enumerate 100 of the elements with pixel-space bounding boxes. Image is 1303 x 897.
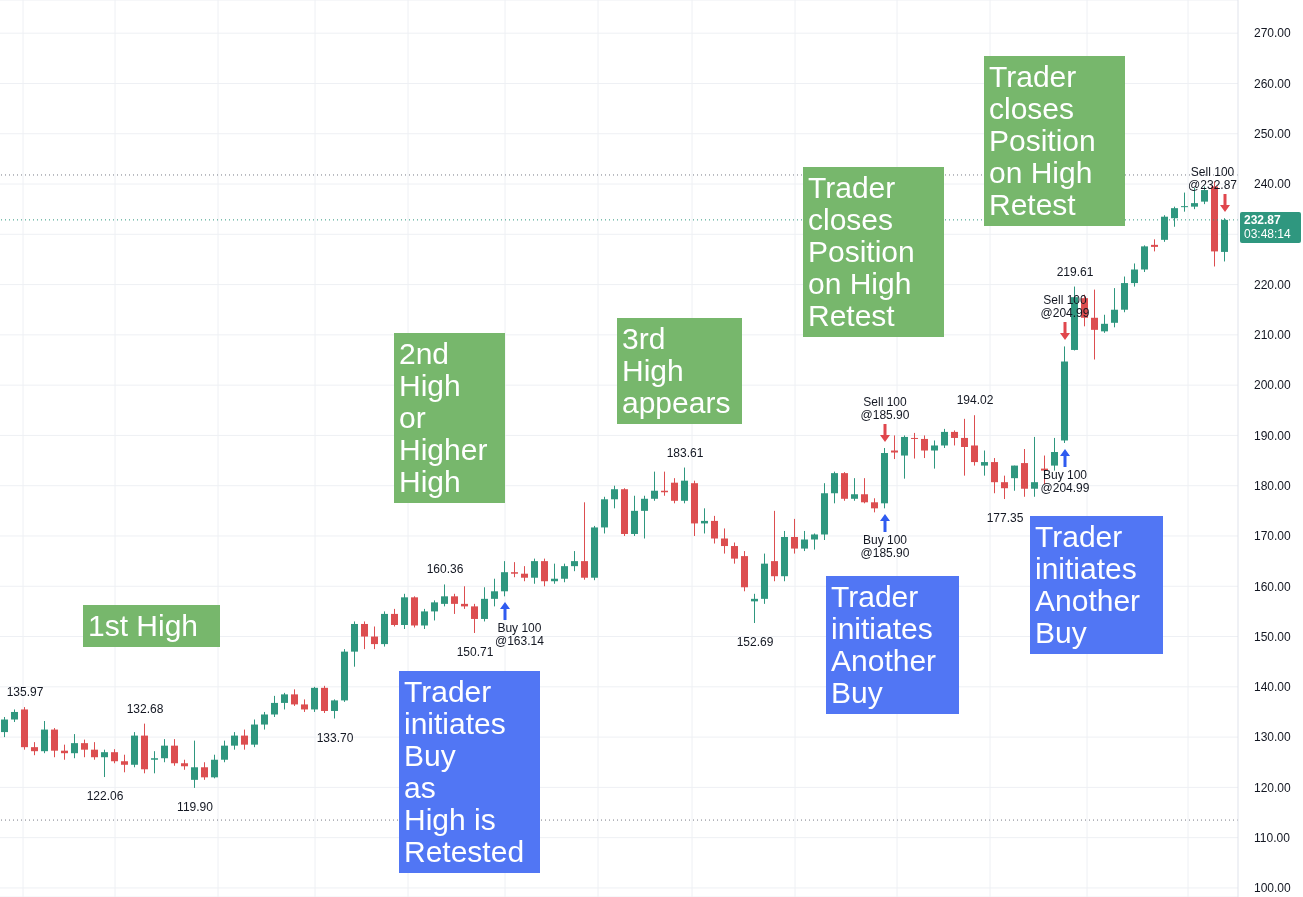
annotation: Trader initiates Another Buy bbox=[1030, 516, 1163, 654]
y-tick-label: 110.00 bbox=[1254, 830, 1291, 845]
candlestick bbox=[101, 749, 108, 778]
annotation: Trader initiates Another Buy bbox=[826, 576, 959, 714]
candlestick bbox=[891, 434, 898, 460]
candlestick bbox=[151, 750, 158, 774]
y-tick-label: 170.00 bbox=[1254, 529, 1292, 544]
candlestick bbox=[681, 467, 688, 504]
candlestick bbox=[541, 558, 548, 587]
annotation: 183.61 bbox=[666, 445, 704, 460]
candlestick bbox=[421, 608, 428, 630]
annotation: 132.68 bbox=[126, 701, 164, 716]
candlestick bbox=[1011, 465, 1018, 492]
candlestick bbox=[671, 477, 678, 504]
candlestick bbox=[491, 578, 498, 607]
candlestick bbox=[331, 698, 338, 720]
annotation: 1st High bbox=[83, 605, 220, 647]
candlestick bbox=[771, 510, 778, 582]
y-tick-label: 190.00 bbox=[1254, 428, 1292, 443]
candlestick bbox=[1101, 314, 1108, 334]
candlestick bbox=[1181, 192, 1188, 213]
y-tick-label: 100.00 bbox=[1254, 881, 1292, 896]
y-tick-label: 160.00 bbox=[1254, 579, 1292, 594]
candlestick bbox=[1111, 287, 1118, 328]
candlestick bbox=[711, 515, 718, 545]
annotation: 3rd High appears bbox=[617, 318, 742, 424]
candlestick bbox=[581, 501, 588, 581]
candlestick bbox=[801, 530, 808, 552]
candlestick bbox=[611, 485, 618, 509]
candlestick bbox=[441, 583, 448, 607]
candlestick bbox=[851, 477, 858, 502]
annotation: 219.61 bbox=[1056, 264, 1094, 279]
annotation: Trader initiates Buy as High is Retested bbox=[399, 671, 540, 873]
candlestick bbox=[431, 599, 438, 621]
candlestick bbox=[311, 686, 318, 713]
candlestick bbox=[501, 560, 508, 597]
candlestick bbox=[911, 432, 918, 460]
candlestick bbox=[721, 527, 728, 555]
candlestick bbox=[51, 727, 58, 758]
y-tick-label: 260.00 bbox=[1254, 76, 1292, 91]
candlestick bbox=[471, 603, 478, 634]
annotation: 133.70 bbox=[316, 730, 354, 745]
candlestick bbox=[961, 418, 968, 477]
candlestick bbox=[221, 740, 228, 763]
candlestick bbox=[161, 738, 168, 763]
candlestick bbox=[191, 740, 198, 789]
y-tick-label: 200.00 bbox=[1254, 378, 1292, 393]
candlestick bbox=[861, 477, 868, 504]
text: 03:48:14 bbox=[1244, 226, 1292, 241]
candlestick bbox=[531, 558, 538, 585]
annotation: Buy 100 @185.90 bbox=[860, 533, 910, 561]
candlestick bbox=[71, 733, 78, 759]
annotation: Sell 100 @185.90 bbox=[860, 394, 910, 422]
annotation: 152.69 bbox=[736, 635, 774, 650]
candlestick bbox=[1031, 436, 1038, 498]
candlestick bbox=[981, 450, 988, 477]
y-tick-label: 120.00 bbox=[1254, 780, 1292, 795]
y-tick-label: 220.00 bbox=[1254, 277, 1292, 292]
y-tick-label: 140.00 bbox=[1254, 680, 1292, 695]
annotation: 135.97 bbox=[6, 685, 44, 700]
candlestick bbox=[271, 695, 278, 718]
candlestick bbox=[1, 716, 8, 738]
candlestick bbox=[171, 738, 178, 767]
candlestick bbox=[571, 550, 578, 572]
candlestick bbox=[651, 471, 658, 502]
candlestick bbox=[901, 434, 908, 480]
annotation: 119.90 bbox=[177, 799, 213, 814]
candlestick bbox=[731, 542, 738, 565]
candlestick bbox=[991, 457, 998, 494]
candlestick bbox=[641, 495, 648, 539]
annotation: 2nd High or Higher High bbox=[394, 333, 505, 503]
candlestick bbox=[561, 563, 568, 583]
candlestick bbox=[251, 719, 258, 748]
ref-line-label: 232.87 bbox=[1244, 212, 1282, 227]
candlestick bbox=[1051, 437, 1058, 472]
annotation: Trader closes Position on High Retest bbox=[803, 167, 944, 337]
candlestick bbox=[211, 754, 218, 779]
candlestick bbox=[371, 625, 378, 650]
candlestick bbox=[631, 495, 638, 537]
candlestick bbox=[941, 428, 948, 449]
y-tick-label: 270.00 bbox=[1254, 26, 1292, 41]
candlestick bbox=[41, 720, 48, 754]
candlestick bbox=[921, 434, 928, 459]
candlestick bbox=[361, 620, 368, 650]
annotation: 160.36 bbox=[426, 562, 464, 577]
candlestick bbox=[1001, 475, 1008, 500]
y-tick-label: 210.00 bbox=[1254, 328, 1292, 343]
candlestick bbox=[321, 685, 328, 714]
annotation: 194.02 bbox=[956, 393, 994, 408]
annotation: Trader closes Position on High Retest bbox=[984, 56, 1125, 226]
candlestick bbox=[931, 439, 938, 470]
y-tick-label: 240.00 bbox=[1254, 177, 1292, 192]
candlestick bbox=[1131, 262, 1138, 288]
candlestick bbox=[791, 518, 798, 555]
y-tick-label: 180.00 bbox=[1254, 478, 1292, 493]
candlestick bbox=[831, 471, 838, 504]
candlestick bbox=[1141, 244, 1148, 273]
candlestick bbox=[1091, 289, 1098, 360]
annotation: 177.35 bbox=[986, 511, 1024, 526]
annotation: 122.06 bbox=[86, 789, 124, 804]
